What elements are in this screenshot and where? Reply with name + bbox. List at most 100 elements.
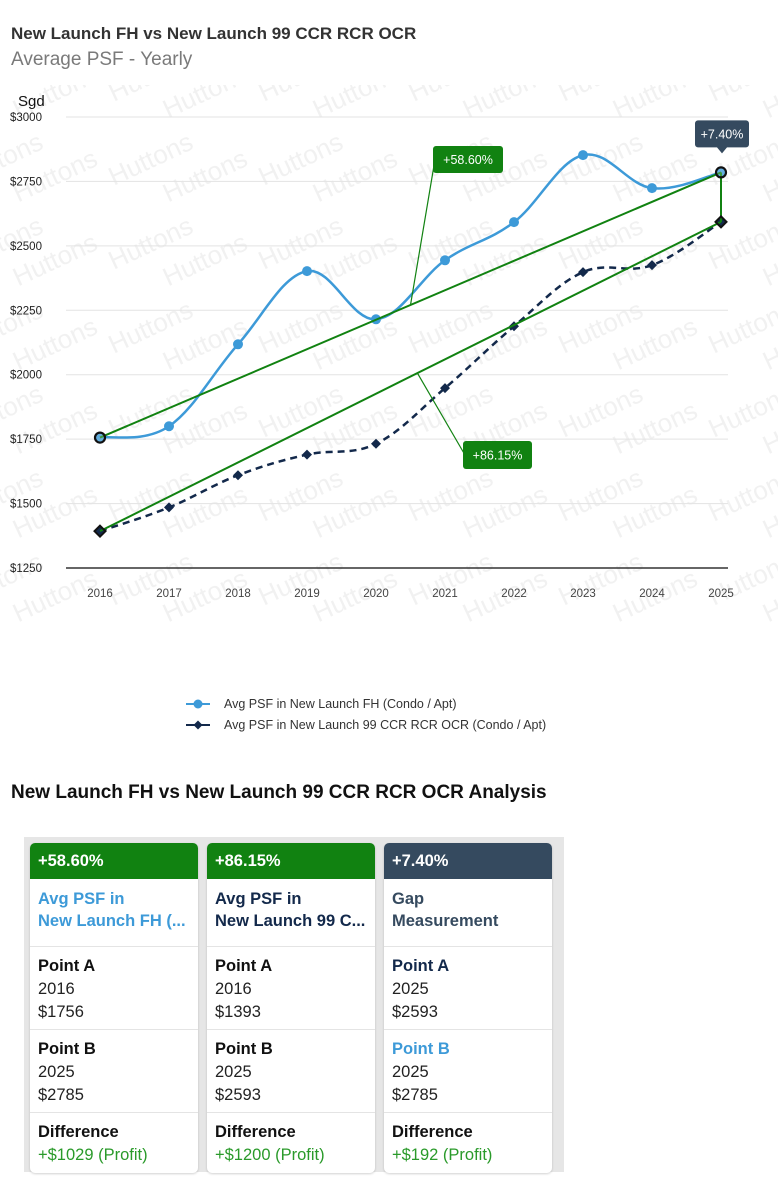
point-b-year: 2025: [38, 1063, 75, 1081]
x-tick-label: 2016: [87, 588, 113, 600]
y-tick-label: $1500: [10, 499, 42, 511]
annotation-badge: [433, 146, 503, 173]
point-b: Point B 2025 $2593: [207, 1030, 375, 1113]
x-tick-label: 2025: [708, 588, 734, 600]
chart-title: New Launch FH vs New Launch 99 CCR RCR O…: [11, 24, 417, 43]
annotation-label: +7.40%: [701, 127, 744, 141]
percent-badge: +58.60%: [30, 843, 198, 879]
series-fh: [95, 150, 726, 443]
difference-label: Difference: [38, 1123, 119, 1141]
watermark-text: Huttons: [458, 85, 552, 124]
data-point: [578, 267, 588, 278]
difference: Difference +$192 (Profit): [384, 1113, 552, 1173]
point-b: Point B 2025 $2785: [30, 1030, 198, 1113]
x-tick-label: 2021: [432, 588, 458, 600]
data-point: [371, 438, 381, 449]
endpoint-marker: [93, 524, 107, 539]
difference-label: Difference: [392, 1123, 473, 1141]
difference-value: +$1200 (Profit): [215, 1146, 325, 1164]
data-point: [233, 470, 243, 481]
point-a: Point A 2016 $1756: [30, 947, 198, 1030]
x-tick-label: 2019: [294, 588, 320, 600]
x-tick-label: 2024: [639, 588, 665, 600]
series-name: Gap Measurement: [384, 879, 552, 947]
point-b-label: Point B: [38, 1040, 96, 1058]
y-tick-label: $2500: [10, 241, 42, 253]
data-point: [647, 260, 657, 271]
x-axis-ticks: 2016 2017 2018 2019 2020 2021 2022 2023 2024 2025: [87, 588, 734, 600]
series-name: Avg PSF in New Launch FH (...: [30, 879, 198, 947]
annotations: +58.60% +86.15% +7.40%: [93, 120, 749, 539]
data-point: [440, 383, 450, 394]
watermark: Huttons Huttons Huttons Huttons Huttons Hutto…: [0, 85, 778, 625]
legend: Avg PSF in New Launch FH (Condo / Apt) A…: [186, 693, 546, 735]
point-a-value: $2593: [392, 1003, 438, 1021]
y-axis-label: Sgd: [18, 93, 45, 110]
legend-label: Avg PSF in New Launch 99 CCR RCR OCR (Co…: [224, 717, 547, 732]
point-a: Point A 2025 $2593: [384, 947, 552, 1030]
analysis-card-gap: +7.40% Gap Measurement Point A 2025 $259…: [384, 843, 552, 1173]
point-a-year: 2016: [38, 980, 75, 998]
point-b-year: 2025: [392, 1063, 429, 1081]
point-b-value: $2785: [392, 1086, 438, 1104]
y-tick-label: $2750: [10, 176, 42, 188]
difference: Difference +$1200 (Profit): [207, 1113, 375, 1173]
psf-line-chart: Huttons Huttons Huttons Huttons Huttons Hutto…: [0, 85, 778, 625]
data-point: [440, 255, 450, 266]
x-tick-label: 2020: [363, 588, 389, 600]
point-a-label: Point A: [38, 957, 96, 975]
data-point: [164, 421, 174, 432]
series-name-line: Avg PSF in: [38, 890, 125, 908]
x-tick-label: 2017: [156, 588, 182, 600]
data-point: [509, 217, 519, 228]
series-line: [99, 153, 722, 439]
data-point: [302, 266, 312, 277]
y-tick-label: $1750: [10, 434, 42, 446]
data-point: [233, 339, 243, 350]
endpoint-marker: [93, 431, 107, 444]
legend-item-fh[interactable]: Avg PSF in New Launch FH (Condo / Apt): [186, 693, 546, 714]
y-axis-ticks: $1250 $1500 $1750 $2000 $2250 $2500 $2750 $3000: [10, 112, 42, 575]
gap-tooltip: [695, 120, 749, 154]
difference-label: Difference: [215, 1123, 296, 1141]
analysis-title: New Launch FH vs New Launch 99 CCR RCR O…: [11, 782, 547, 803]
point-a-label: Point A: [215, 957, 273, 975]
point-b-label: Point B: [392, 1040, 450, 1058]
endpoint-marker: [714, 166, 728, 179]
trend-line-99: [99, 220, 722, 533]
data-point: [578, 150, 588, 161]
analysis-card-fh: +58.60% Avg PSF in New Launch FH (... Po…: [30, 843, 198, 1173]
data-point: [164, 502, 174, 513]
point-b-value: $2785: [38, 1086, 84, 1104]
analysis-card-99: +86.15% Avg PSF in New Launch 99 C... Po…: [207, 843, 375, 1173]
annotation-label: +86.15%: [473, 449, 523, 463]
x-tick-label: 2023: [570, 588, 596, 600]
x-tick-label: 2022: [501, 588, 527, 600]
watermark-text: Huttons: [158, 85, 252, 124]
point-a-value: $1393: [215, 1003, 261, 1021]
point-a: Point A 2016 $1393: [207, 947, 375, 1030]
series-name-line: Gap: [392, 890, 425, 908]
y-tick-label: $3000: [10, 112, 42, 124]
legend-item-99[interactable]: Avg PSF in New Launch 99 CCR RCR OCR (Co…: [186, 714, 546, 735]
series-name: Avg PSF in New Launch 99 C...: [207, 879, 375, 947]
y-tick-label: $1250: [10, 563, 42, 575]
data-point: [647, 183, 657, 194]
point-a-value: $1756: [38, 1003, 84, 1021]
endpoint-marker: [714, 214, 728, 229]
watermark-text: Huttons: [758, 85, 778, 124]
leader-line: [416, 372, 466, 456]
y-tick-label: $2000: [10, 370, 42, 382]
percent-badge: +7.40%: [384, 843, 552, 879]
x-tick-label: 2018: [225, 588, 251, 600]
series-name-line: New Launch FH (...: [38, 912, 186, 930]
annotation-badge: [463, 441, 532, 469]
difference-value: +$1029 (Profit): [38, 1146, 148, 1164]
point-b-value: $2593: [215, 1086, 261, 1104]
series-name-line: New Launch 99 C...: [215, 912, 366, 930]
watermark-text: Huttons: [608, 85, 702, 124]
watermark-text: Huttons: [308, 85, 402, 124]
point-a-year: 2016: [215, 980, 252, 998]
diamond-marker-icon: [186, 719, 210, 731]
point-a-year: 2025: [392, 980, 429, 998]
